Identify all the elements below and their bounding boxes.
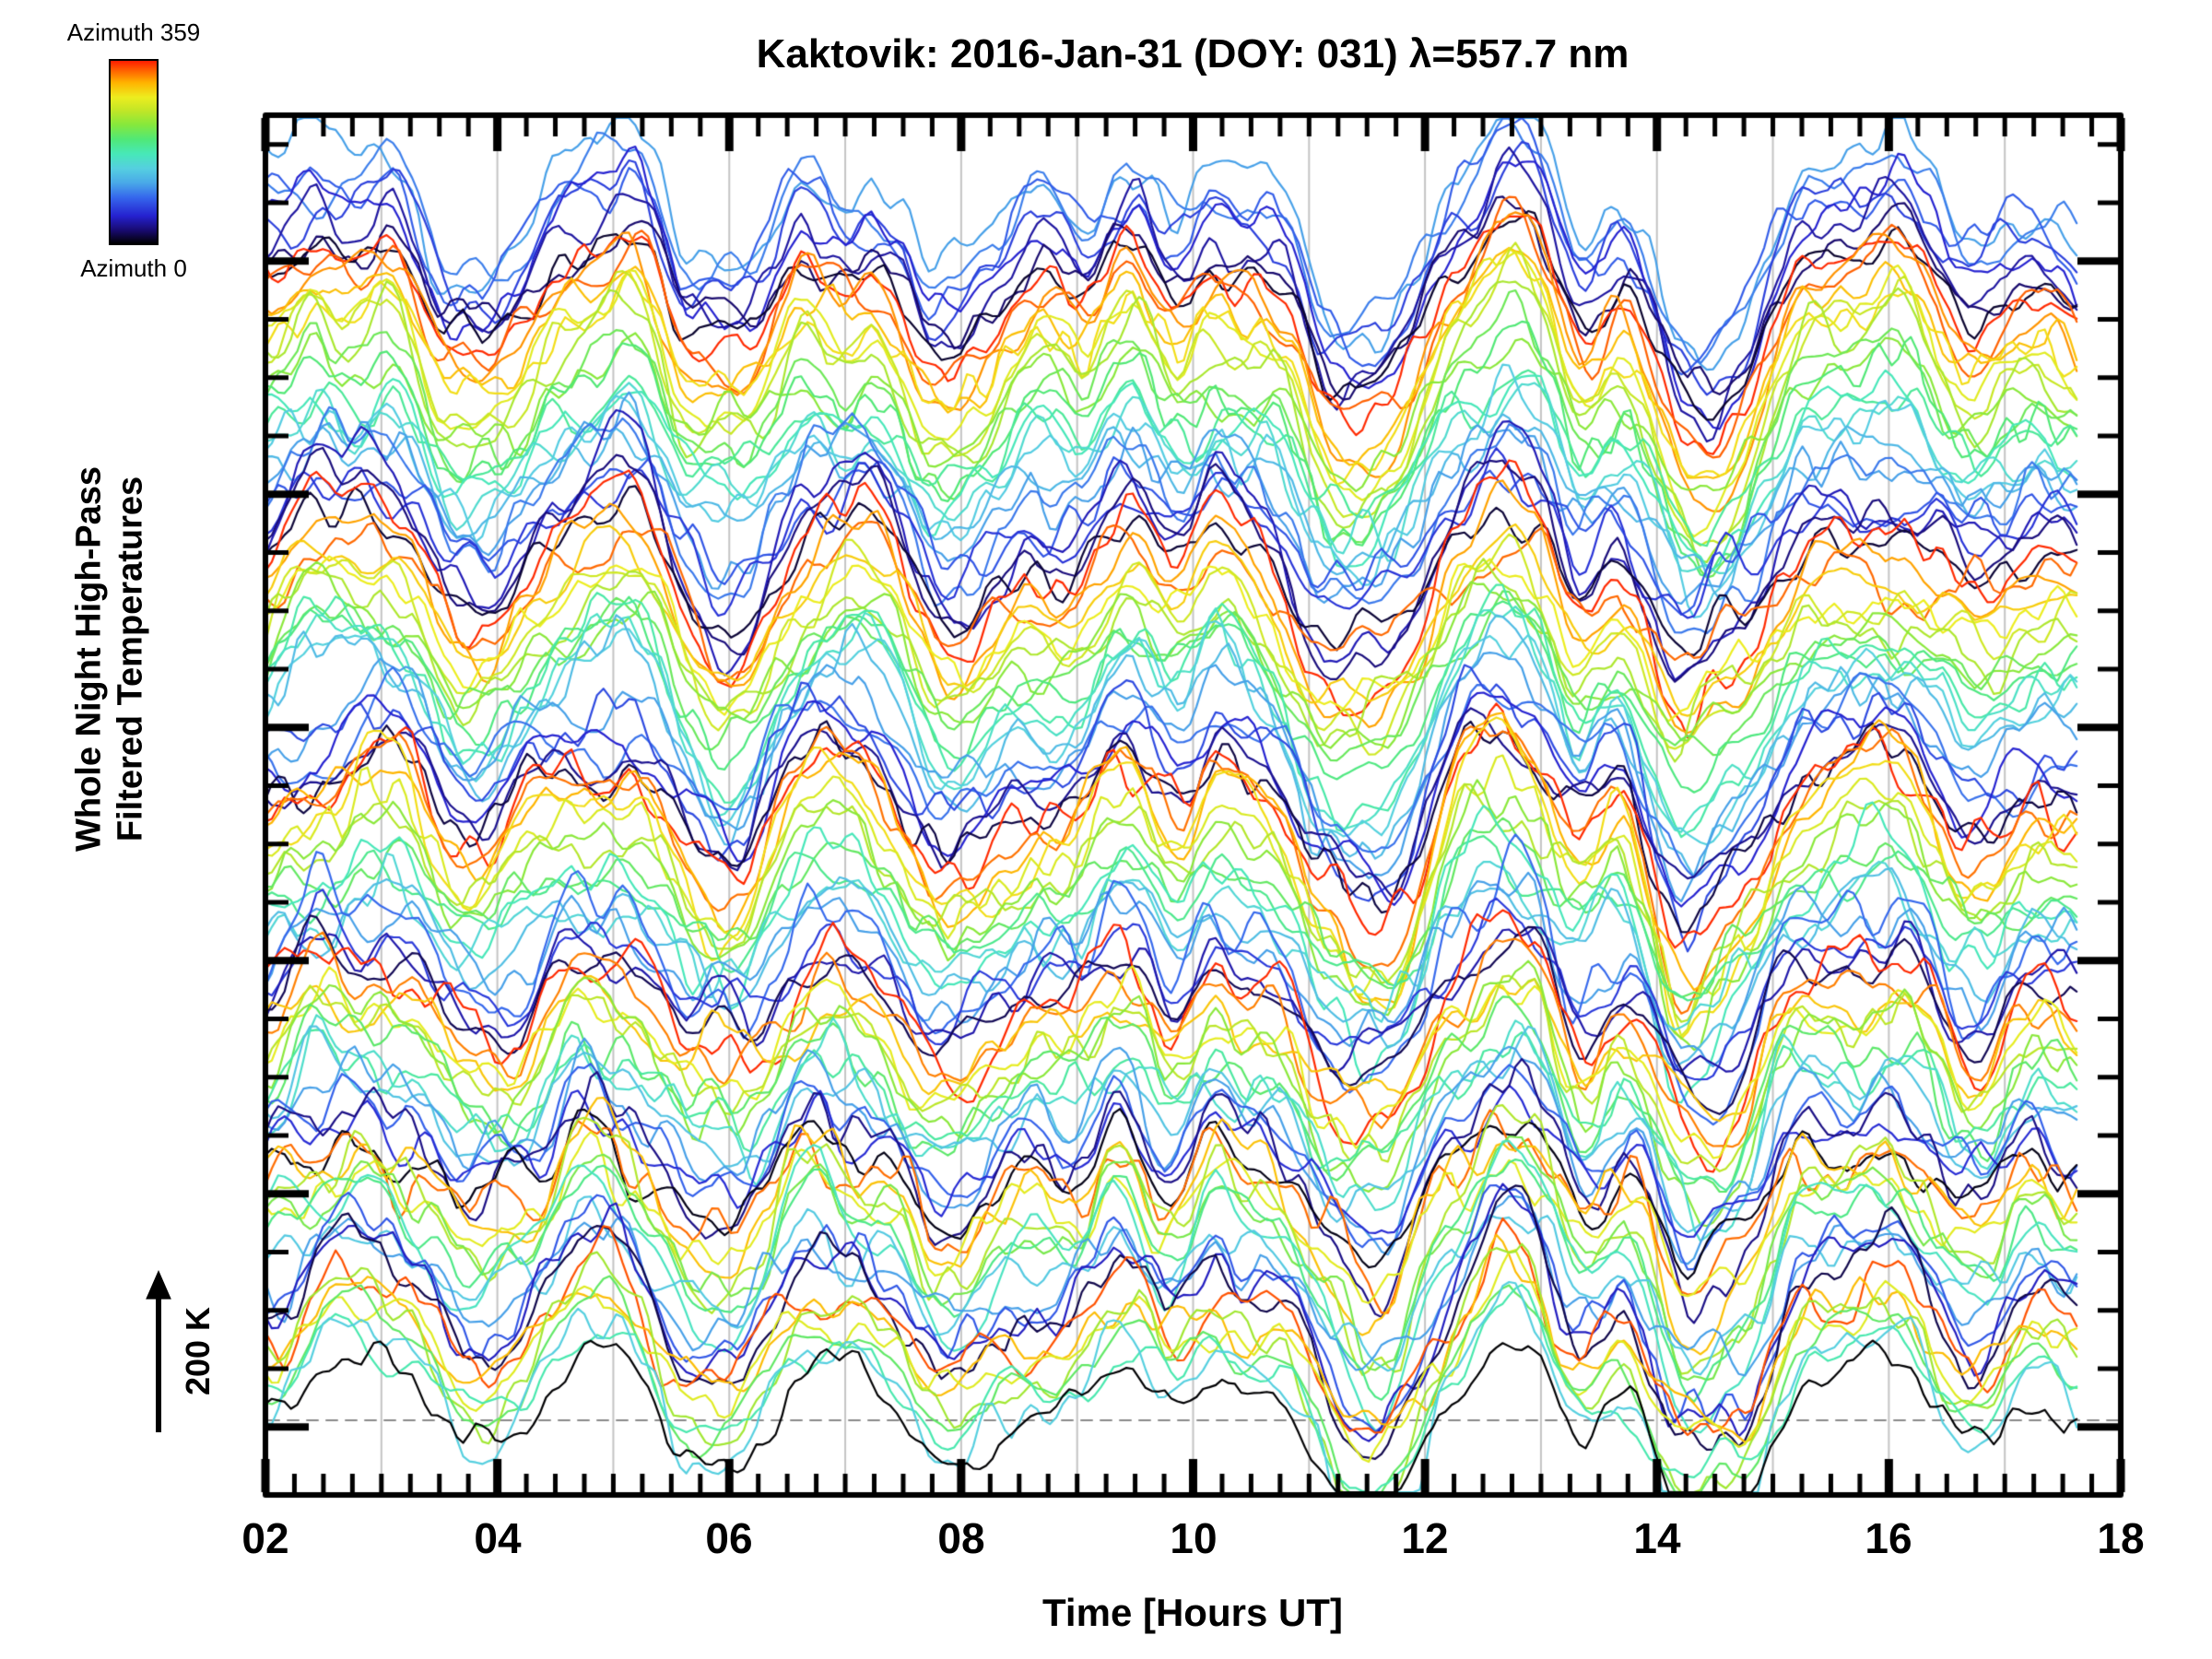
page-title: Kaktovik: 2016-Jan-31 (DOY: 031) λ=557.7… — [756, 31, 1630, 76]
x-axis-label: Time [Hours UT] — [1042, 1591, 1343, 1634]
scale-arrow-icon — [146, 1270, 171, 1433]
azimuth-colorbar — [109, 59, 159, 245]
y-axis-label-line1: Whole Night High-Pass — [69, 466, 109, 852]
x-tick-label-14: 14 — [1633, 1514, 1681, 1562]
x-tick-label-10: 10 — [1170, 1514, 1218, 1562]
x-tick-label-18: 18 — [2097, 1514, 2145, 1562]
x-tick-label-12: 12 — [1401, 1514, 1449, 1562]
x-tick-label-06: 06 — [705, 1514, 753, 1562]
x-tick-label-16: 16 — [1865, 1514, 1912, 1562]
colorbar-max-label: Azimuth 359 — [66, 18, 201, 46]
x-tick-label-08: 08 — [937, 1514, 985, 1562]
scale-arrow-label: 200 K — [179, 1306, 217, 1396]
colorbar-min-label: Azimuth 0 — [80, 254, 187, 282]
x-tick-label-04: 04 — [474, 1514, 522, 1562]
y-axis-label-line2: Filtered Temperatures — [111, 476, 150, 842]
x-tick-label-02: 02 — [241, 1514, 289, 1562]
